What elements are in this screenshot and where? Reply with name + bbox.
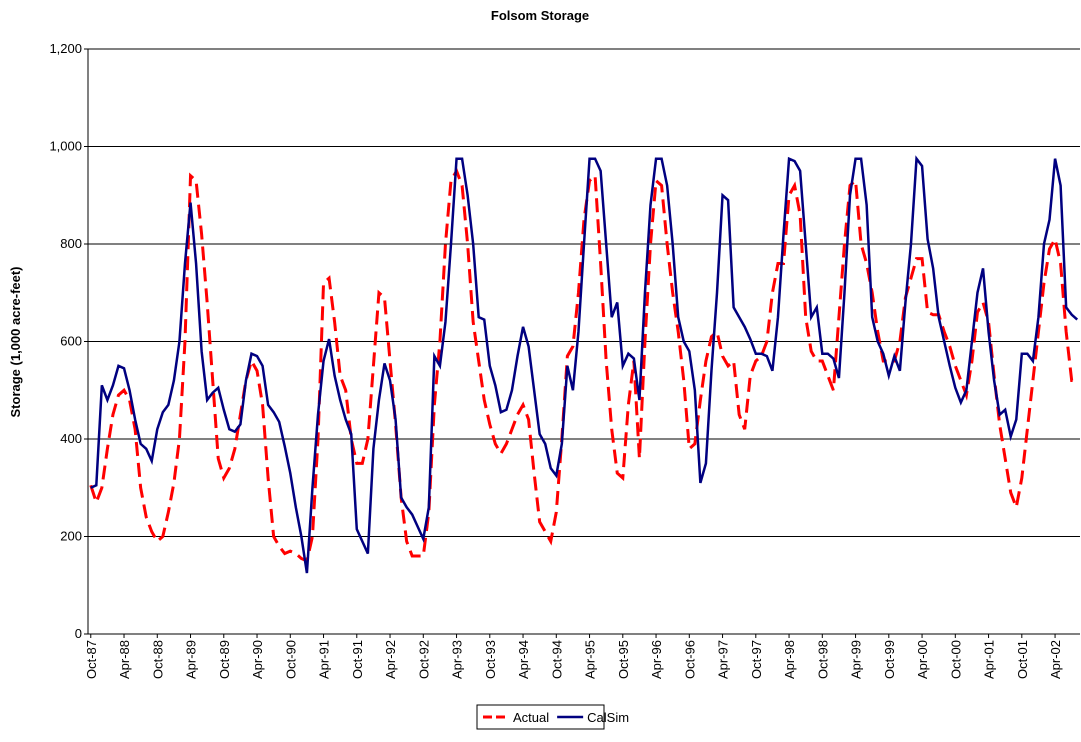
x-tick-label: Oct-93 [483,640,498,679]
legend-label: Actual [513,710,549,725]
x-tick-label: Apr-96 [649,640,664,679]
x-tick-label: Apr-93 [450,640,465,679]
y-tick-label: 1,000 [49,139,82,154]
x-tick-label: Oct-90 [283,640,298,679]
x-tick-label: Apr-91 [317,640,332,679]
x-tick-label: Apr-99 [849,640,864,679]
y-tick-label: 400 [60,431,82,446]
x-tick-label: Apr-88 [117,640,132,679]
x-tick-label: Oct-95 [616,640,631,679]
x-tick-label: Apr-98 [782,640,797,679]
x-tick-label: Oct-01 [1015,640,1030,679]
x-tick-label: Oct-87 [84,640,99,679]
y-axis-title: Storage (1,000 acre-feet) [8,266,23,417]
series-line [89,167,1078,563]
x-tick-label: Oct-98 [815,640,830,679]
series-line [90,155,1079,574]
y-tick-label: 1,200 [49,41,82,56]
y-tick-label: 200 [60,529,82,544]
x-tick-label: Oct-92 [416,640,431,679]
x-tick-label: Oct-99 [882,640,897,679]
x-tick-label: Oct-91 [350,640,365,679]
x-tick-label: Apr-01 [982,640,997,679]
x-tick-label: Oct-00 [948,640,963,679]
x-tick-label: Apr-89 [184,640,199,679]
legend: Actual CalSim [476,704,629,730]
x-tick-label: Oct-89 [217,640,232,679]
legend-label: CalSim [587,710,629,725]
x-tick-label: Oct-97 [749,640,764,679]
x-tick-label: Oct-94 [549,640,564,679]
x-tick-label: Oct-96 [682,640,697,679]
x-tick-label: Apr-97 [716,640,731,679]
x-tick-label: Apr-95 [583,640,598,679]
x-tick-label: Apr-90 [250,640,265,679]
chart-title: Folsom Storage [491,8,589,23]
x-tick-label: Apr-02 [1048,640,1063,679]
x-tick-label: Apr-92 [383,640,398,679]
x-tick-label: Apr-94 [516,640,531,679]
y-tick-label: 600 [60,334,82,349]
x-tick-label: Apr-00 [915,640,930,679]
x-tick-label: Oct-88 [150,640,165,679]
y-tick-label: 0 [75,626,82,641]
y-tick-label: 800 [60,236,82,251]
